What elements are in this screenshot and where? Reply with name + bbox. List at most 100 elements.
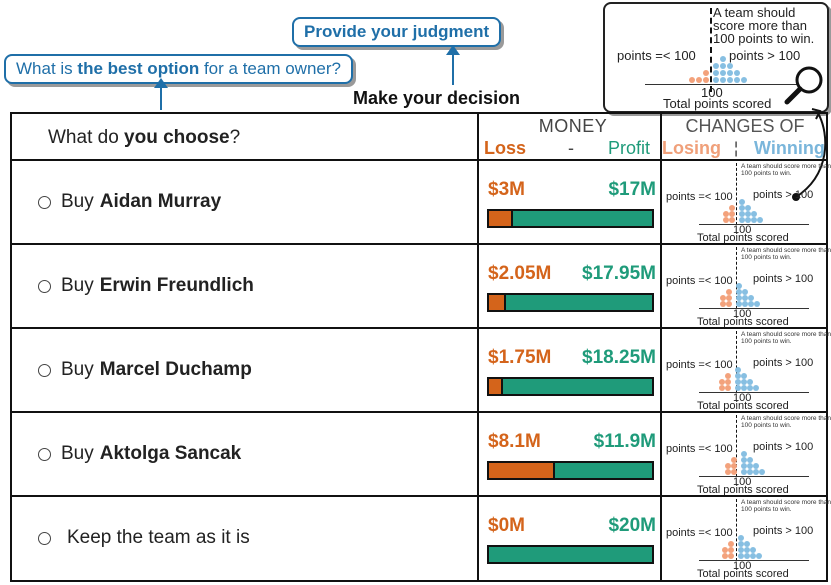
- mini-dot: [745, 217, 751, 223]
- mini-dot: [729, 211, 735, 217]
- mini-xlabel: Total points scored: [697, 484, 789, 496]
- column-divider: [477, 114, 479, 580]
- legend-dot: [734, 70, 740, 76]
- mini-dot: [726, 301, 732, 307]
- mini-dot: [742, 289, 748, 295]
- table-question-post: ?: [229, 127, 241, 148]
- profit-value: $17M: [608, 179, 656, 200]
- profit-value: $17.95M: [582, 263, 656, 284]
- money-dash: -: [568, 138, 574, 158]
- legend-dot: [696, 77, 702, 83]
- mini-dot: [725, 463, 731, 469]
- mini-xlabel: Total points scored: [697, 316, 789, 328]
- judgment-bubble: Provide your judgment: [292, 17, 502, 47]
- mini-dot: [742, 295, 748, 301]
- mini-dot: [736, 289, 742, 295]
- mini-dot: [741, 457, 747, 463]
- legend-tick-label: 100: [701, 85, 723, 100]
- option-radio[interactable]: [38, 363, 51, 377]
- money-bar: [487, 461, 654, 480]
- mini-dot: [744, 541, 750, 547]
- mini-dot: [735, 373, 741, 379]
- legend-dot: [720, 77, 726, 83]
- option-radio[interactable]: [38, 447, 51, 461]
- loss-value: $0M: [488, 515, 525, 536]
- legend-axis: [645, 84, 800, 85]
- loss-header: Loss: [484, 138, 527, 158]
- loss-value: $3M: [488, 179, 525, 200]
- mini-dot: [738, 547, 744, 553]
- legend-xlabel: Total points scored: [663, 96, 772, 111]
- mini-chart: A team should score more than 100 points…: [663, 245, 831, 329]
- mini-dot: [728, 547, 734, 553]
- mini-dot: [725, 385, 731, 391]
- option-prefix: Buy: [61, 191, 94, 212]
- mini-axis: [699, 476, 809, 477]
- legend-note: A team should score more than 100 points…: [713, 5, 815, 46]
- mini-chart: A team should score more than 100 points…: [663, 497, 831, 581]
- mini-dot: [729, 205, 735, 211]
- option-radio[interactable]: [38, 531, 51, 545]
- question-post: for a team owner?: [199, 59, 341, 78]
- loss-fill: [489, 295, 506, 310]
- option-row: Keep the team as it is $0M $20M A team s…: [12, 497, 831, 581]
- mini-dot: [753, 463, 759, 469]
- option-name: Erwin Freundlich: [99, 275, 254, 296]
- option-row: Buy Erwin Freundlich $2.05M $17.95M A te…: [12, 245, 831, 329]
- changes-separator: ¦: [734, 140, 739, 157]
- mini-dot: [736, 295, 742, 301]
- mini-dot: [723, 211, 729, 217]
- mini-right-label: points > 100: [753, 273, 814, 285]
- mini-left-label: points =< 100: [666, 527, 733, 539]
- mini-dashed-line: [736, 163, 737, 225]
- mini-dot: [725, 379, 731, 385]
- option-label[interactable]: Buy Aktolga Sancak: [38, 443, 241, 465]
- mini-dot: [750, 553, 756, 559]
- mini-dot: [731, 457, 737, 463]
- mini-dot: [720, 301, 726, 307]
- mini-axis: [699, 560, 809, 561]
- option-label[interactable]: Buy Aidan Murray: [38, 191, 221, 213]
- decision-table: What do you choose? MONEY Loss - Profit …: [10, 112, 831, 582]
- legend-dot: [734, 77, 740, 83]
- mini-axis: [699, 308, 809, 309]
- option-radio[interactable]: [38, 279, 51, 293]
- question-pre: What is: [16, 59, 78, 78]
- mini-dashed-line: [736, 331, 737, 393]
- mini-left-label: points =< 100: [666, 191, 733, 203]
- mini-dot: [753, 385, 759, 391]
- row-divider: [12, 327, 826, 329]
- profit-value: $18.25M: [582, 347, 656, 368]
- mini-dot: [759, 469, 765, 475]
- table-question-bold: you choose: [124, 127, 230, 148]
- mini-dot: [750, 547, 756, 553]
- option-label[interactable]: Buy Marcel Duchamp: [38, 359, 252, 381]
- mini-dashed-line: [736, 415, 737, 477]
- option-label[interactable]: Keep the team as it is: [38, 527, 250, 549]
- legend-card: A team should score more than 100 points…: [603, 2, 829, 113]
- loss-value: $2.05M: [488, 263, 552, 284]
- mini-note: A team should score more than 100 points…: [741, 247, 831, 261]
- make-decision-label: Make your decision: [353, 88, 521, 108]
- option-row: Buy Aktolga Sancak $8.1M $11.9M A team s…: [12, 413, 831, 497]
- mini-note: A team should score more than 100 points…: [741, 331, 831, 345]
- option-label[interactable]: Buy Erwin Freundlich: [38, 275, 254, 297]
- mini-dot: [741, 385, 747, 391]
- mini-right-label: points > 100: [753, 357, 814, 369]
- option-row: Buy Aidan Murray $3M $17M A team should …: [12, 161, 831, 245]
- row-divider: [12, 411, 826, 413]
- mini-dot: [738, 541, 744, 547]
- mini-dot: [736, 283, 742, 289]
- judgment-arrow-icon: [446, 45, 460, 85]
- option-radio[interactable]: [38, 195, 51, 209]
- magnifier-icon[interactable]: [783, 62, 827, 108]
- mini-tick-label: 100: [733, 392, 752, 404]
- legend-dot: [741, 77, 747, 83]
- option-row: Buy Marcel Duchamp $1.75M $18.25M A team…: [12, 329, 831, 413]
- mini-dot: [739, 211, 745, 217]
- mini-dot: [725, 469, 731, 475]
- mini-right-label: points > 100: [753, 525, 814, 537]
- mini-dot: [756, 553, 762, 559]
- option-prefix: Buy: [61, 275, 94, 296]
- legend-dashed-line: [710, 8, 712, 92]
